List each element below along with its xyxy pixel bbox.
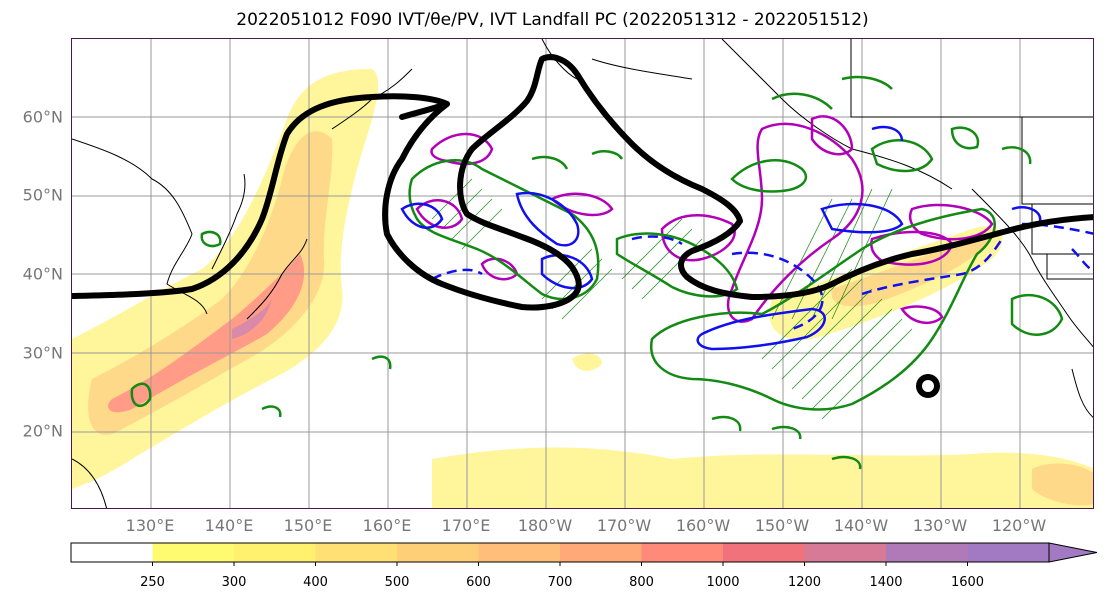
colorbar-label: 1600 <box>950 575 985 590</box>
colorbar-label: 250 <box>140 575 165 590</box>
ivt-landfall-contours-black <box>72 54 1093 398</box>
colorbar-segment <box>967 543 1050 562</box>
colorbar-segment <box>886 543 968 562</box>
theta-e-contours-green <box>130 75 1064 470</box>
lon-label-140e: 140°E <box>204 516 254 535</box>
colorbar-label: 500 <box>384 575 410 590</box>
lat-label-60n: 60°N <box>22 107 63 127</box>
ivt-shading <box>72 69 1093 508</box>
lon-label-130e: 130°E <box>125 516 175 535</box>
map-canvas <box>72 39 1093 508</box>
colorbar-segment <box>478 543 561 562</box>
colorbar-segment <box>234 543 316 562</box>
colorbar-segment <box>315 543 398 562</box>
colorbar-segment <box>641 543 724 562</box>
lon-label-160e: 160°E <box>362 516 412 535</box>
lon-label-150e: 150°E <box>283 516 333 535</box>
lat-label-20n: 20°N <box>22 421 63 441</box>
colorbar-frame <box>70 542 1049 563</box>
lon-label-160w: 160°W <box>675 516 731 535</box>
colorbar-label: 1000 <box>706 575 740 590</box>
colorbar-segment <box>71 543 153 562</box>
colorbar-segment <box>723 543 805 562</box>
lat-label-50n: 50°N <box>22 185 63 205</box>
lat-label-30n: 30°N <box>22 343 63 363</box>
graticule <box>72 39 1093 508</box>
map-panel <box>71 38 1094 509</box>
colorbar-label: 300 <box>221 575 247 590</box>
colorbar-segment <box>152 543 235 562</box>
colorbar-segment <box>804 543 887 562</box>
lon-label-140w: 140°W <box>833 516 889 535</box>
colorbar-label: 800 <box>629 575 654 590</box>
lon-label-180w: 180°W <box>517 516 573 535</box>
colorbar-label: 700 <box>547 575 573 590</box>
colorbar-label: 400 <box>303 575 328 590</box>
lon-label-120w: 120°W <box>991 516 1047 535</box>
map-title: 2022051012 F090 IVT/θe/PV, IVT Landfall … <box>236 10 869 30</box>
lon-label-170e: 170°E <box>441 516 491 535</box>
hatch-areas <box>431 178 913 420</box>
coastlines <box>72 39 1093 508</box>
colorbar-label: 1200 <box>787 575 822 590</box>
colorbar-label: 1400 <box>869 575 903 590</box>
lon-label-130w: 130°W <box>912 516 968 535</box>
lon-label-150w: 150°W <box>754 516 810 535</box>
lat-label-40n: 40°N <box>22 264 63 284</box>
pv-contours-blue <box>400 125 1093 351</box>
pv-contours-magenta <box>415 115 994 325</box>
colorbar-extend-arrow <box>1048 542 1098 563</box>
lon-label-170w: 170°W <box>596 516 652 535</box>
colorbar-label: 600 <box>466 575 491 590</box>
colorbar-segment <box>397 543 479 562</box>
colorbar-segment <box>560 543 642 562</box>
